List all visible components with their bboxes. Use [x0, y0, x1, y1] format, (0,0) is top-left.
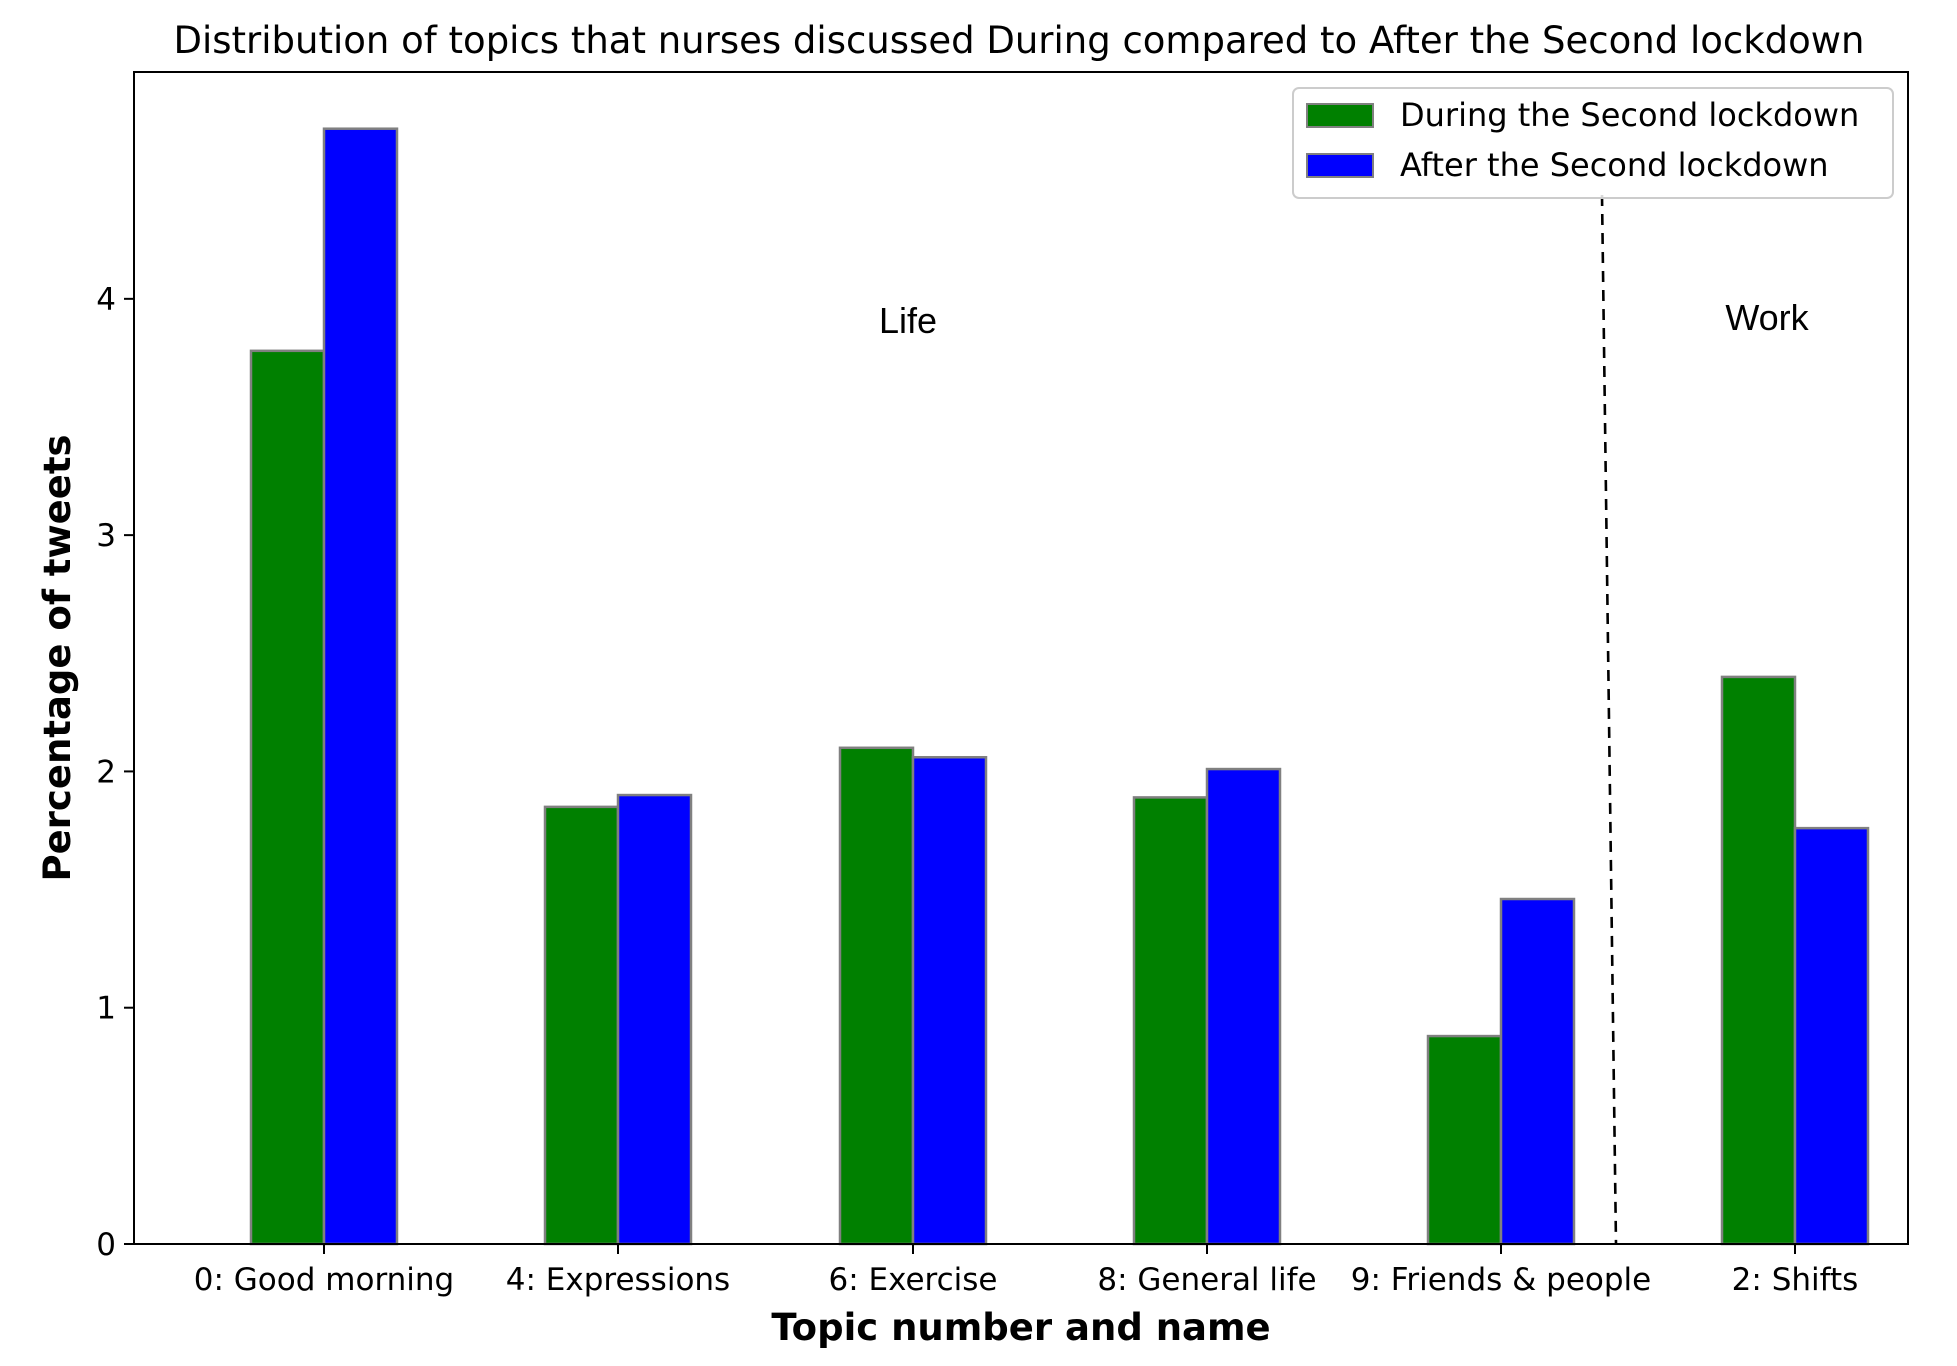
x-tick-label-5: 2: Shifts — [1732, 1262, 1859, 1298]
y-axis: 0 1 2 3 4 — [96, 282, 134, 1263]
y-tick-label-2: 2 — [96, 754, 116, 790]
bar-after-1 — [616, 793, 693, 1246]
y-tick-label-0: 0 — [96, 1227, 116, 1263]
x-tick-label-2: 6: Exercise — [828, 1262, 997, 1298]
legend-label-during: During the Second lockdown — [1400, 96, 1859, 134]
x-tick-label-3: 8: General life — [1097, 1262, 1316, 1298]
bar-during-2 — [838, 746, 915, 1246]
bar-during-3 — [1132, 796, 1209, 1246]
bar-after-0 — [322, 127, 399, 1246]
y-tick-label-3: 3 — [96, 518, 116, 554]
y-tick-label-1: 1 — [96, 991, 116, 1027]
legend-frame — [1292, 87, 1894, 199]
chart-title: Distribution of topics that nurses discu… — [174, 19, 1865, 62]
bar-after-4 — [1499, 897, 1576, 1246]
annotation-work: Work — [1725, 297, 1809, 338]
section-divider — [1600, 194, 1618, 1245]
legend-swatch-during — [1306, 103, 1374, 128]
bars-layer — [249, 127, 1870, 1246]
bar-after-5 — [1793, 826, 1870, 1246]
x-tick-label-0: 0: Good morning — [194, 1262, 454, 1298]
bar-during-1 — [543, 805, 620, 1246]
annotation-life: Life — [879, 300, 937, 341]
x-tick-label-1: 4: Expressions — [506, 1262, 730, 1298]
bar-after-3 — [1205, 767, 1282, 1246]
bar-during-4 — [1426, 1034, 1503, 1246]
plot-frame — [133, 71, 1909, 1245]
legend: During the Second lockdown After the Sec… — [1292, 87, 1894, 199]
y-tick-label-4: 4 — [96, 282, 116, 318]
legend-label-after: After the Second lockdown — [1400, 146, 1829, 184]
bar-during-5 — [1720, 675, 1797, 1246]
x-axis-label: Topic number and name — [771, 1306, 1270, 1349]
y-axis-label: Percentage of tweets — [36, 434, 79, 881]
bar-after-2 — [911, 755, 988, 1246]
legend-swatch-after — [1306, 153, 1374, 178]
x-axis: 0: Good morning 4: Expressions 6: Exercise… — [194, 1244, 1859, 1298]
bar-during-0 — [249, 349, 326, 1246]
x-tick-label-4: 9: Friends & people — [1351, 1262, 1651, 1298]
